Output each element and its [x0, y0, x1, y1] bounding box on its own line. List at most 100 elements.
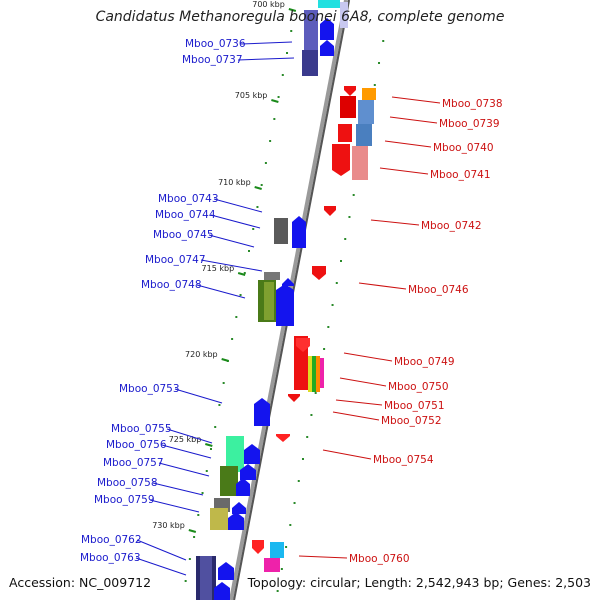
gene-block — [226, 436, 244, 472]
right-ring-dot — [348, 216, 351, 218]
right-ring-dot — [301, 458, 304, 460]
gene-block — [340, 96, 356, 118]
right-ring-dot — [306, 436, 309, 438]
gene-block — [274, 218, 288, 244]
gene-block — [312, 356, 316, 392]
left-ring-dot — [231, 338, 234, 340]
right-ring-dot — [378, 62, 381, 64]
gene-block — [362, 88, 376, 100]
scale-tick — [288, 8, 297, 12]
right-ring-dot — [314, 392, 317, 394]
forward-gene-arrow — [320, 18, 334, 40]
forward-gene-arrow — [254, 398, 270, 426]
left-ring-dot — [286, 52, 289, 54]
right-ring-dot — [289, 524, 292, 526]
reverse-gene-label: Mboo_0750 — [388, 381, 449, 393]
right-ring-dot — [373, 84, 376, 86]
left-ring-dot — [214, 426, 217, 428]
scale-tick — [254, 186, 262, 190]
reverse-gene-arrow — [324, 206, 336, 216]
reverse-gene-arrow — [296, 338, 310, 352]
scale-tick — [237, 272, 246, 276]
left-ring-dot — [248, 250, 250, 252]
reverse-label-leader — [389, 116, 438, 124]
right-ring-dot — [323, 348, 326, 350]
forward-label-leader — [149, 499, 200, 513]
forward-gene-label: Mboo_0763 — [80, 552, 141, 564]
accession-text: Accession: NC_009712 — [9, 575, 152, 590]
left-ring-dot — [277, 96, 280, 98]
forward-label-leader — [240, 41, 293, 45]
forward-label-leader — [237, 57, 295, 61]
right-ring-dot — [344, 238, 347, 240]
left-ring-dot — [205, 470, 208, 472]
gene-block — [304, 10, 318, 50]
left-ring-dot — [235, 316, 238, 318]
forward-label-leader — [161, 444, 212, 459]
scale-ticks: 700 kbp 705 kbp 710 kbp 715 kbp 720 kbp 725 k… — [152, 0, 297, 533]
forward-gene-arrow — [320, 40, 334, 56]
reverse-gene-label: Mboo_0752 — [381, 415, 442, 427]
left-ring-dot — [252, 228, 255, 230]
gene-labels: Mboo_0736 Mboo_0737 Mboo_0743 Mboo_0744 Mboo… — [80, 38, 503, 565]
forward-gene-arrow — [244, 444, 260, 464]
forward-label-leader — [213, 198, 263, 213]
right-ring-dot — [293, 502, 296, 504]
gene-block — [352, 146, 368, 180]
left-ring-dot — [260, 184, 263, 186]
reverse-gene-label: Mboo_0760 — [349, 553, 410, 565]
gene-block — [270, 542, 284, 558]
forward-label-leader — [166, 428, 213, 444]
forward-gene-label: Mboo_0753 — [119, 383, 180, 395]
gene-block — [358, 100, 374, 124]
topology-text: Topology: circular; Length: 2,542,943 bp… — [247, 575, 591, 590]
forward-gene-arrow — [218, 562, 234, 580]
reverse-gene-label: Mboo_0746 — [408, 284, 469, 296]
forward-gene-arrow — [276, 284, 294, 326]
right-ring-dot — [335, 282, 338, 284]
right-ring-dot — [285, 546, 288, 548]
left-ring-dot — [209, 448, 212, 450]
reverse-label-leader — [370, 219, 420, 226]
forward-gene-label: Mboo_0743 — [158, 193, 219, 205]
forward-label-leader — [210, 214, 261, 229]
gene-block — [302, 50, 318, 76]
forward-label-leader — [136, 539, 187, 561]
forward-gene-label: Mboo_0762 — [81, 534, 142, 546]
scale-tick — [188, 529, 197, 533]
forward-label-leader — [135, 557, 187, 576]
forward-label-leader — [174, 388, 223, 404]
forward-gene-label: Mboo_0755 — [111, 423, 172, 435]
reverse-label-leader — [335, 399, 383, 406]
forward-gene-arrow — [228, 512, 244, 530]
forward-label-leader — [208, 234, 255, 248]
left-ring-dot — [188, 558, 191, 560]
gene-block — [308, 356, 312, 392]
scale-label: 725 kbp — [169, 435, 202, 444]
forward-gene-arrow — [232, 502, 246, 514]
forward-label-leader — [200, 259, 263, 272]
reverse-label-leader — [384, 140, 432, 148]
scale-label: 720 kbp — [185, 350, 218, 359]
forward-gene-label: Mboo_0757 — [103, 457, 164, 469]
left-ring-dot — [264, 162, 267, 164]
forward-gene-label: Mboo_0759 — [94, 494, 155, 506]
reverse-label-leader — [379, 167, 429, 175]
forward-gene-label: Mboo_0758 — [97, 477, 158, 489]
gene-block — [200, 556, 212, 600]
scale-tick — [221, 358, 229, 362]
scale-tick — [271, 99, 279, 103]
gene-block — [220, 466, 238, 496]
reverse-gene-label: Mboo_0754 — [373, 454, 434, 466]
reverse-gene-label: Mboo_0740 — [433, 142, 494, 154]
right-ring-dot — [280, 568, 283, 570]
reverse-gene-label: Mboo_0742 — [421, 220, 482, 232]
gene-block — [320, 358, 324, 388]
reverse-gene-arrow — [312, 266, 326, 280]
right-ring-dot — [382, 40, 385, 42]
forward-gene-label: Mboo_0745 — [153, 229, 214, 241]
forward-label-leader — [158, 462, 210, 477]
scale-label: 715 kbp — [202, 264, 235, 273]
left-ring-dot — [222, 382, 225, 384]
